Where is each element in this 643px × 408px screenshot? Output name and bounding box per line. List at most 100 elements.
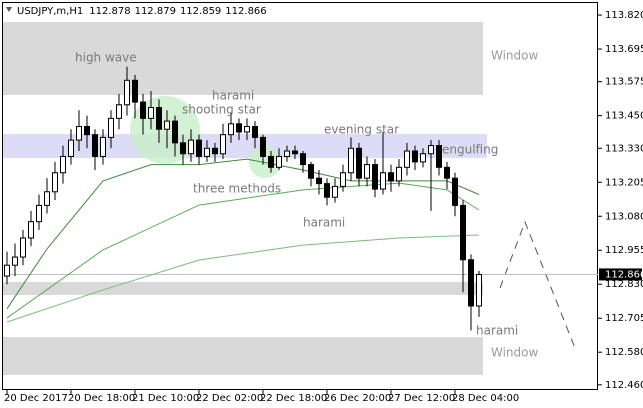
annotation: engulfing <box>442 143 498 157</box>
candle-body <box>268 155 274 168</box>
annotation: high wave <box>75 51 137 65</box>
candle-body <box>220 134 226 155</box>
candle-body <box>476 273 482 307</box>
candle-body <box>236 123 242 133</box>
header-icon <box>6 7 12 12</box>
x-tick-label: 22 Dec 02:00 <box>196 393 263 404</box>
annotation: three methods <box>193 182 281 196</box>
candle-body <box>244 126 250 133</box>
plot-frame <box>2 2 598 390</box>
moving-average <box>6 182 480 319</box>
header-value: 112.878 <box>89 6 130 17</box>
candle-body <box>204 147 210 157</box>
candle-body <box>308 164 314 179</box>
candle-body <box>444 166 450 179</box>
candle-body <box>356 147 362 179</box>
pattern-highlight <box>249 146 281 178</box>
candle-body <box>68 139 74 157</box>
candle-body <box>460 204 466 261</box>
window-zone <box>3 337 483 375</box>
candle-body <box>180 142 186 155</box>
candle-body <box>468 259 474 307</box>
moving-average <box>6 234 480 323</box>
annotation: harami <box>476 324 518 338</box>
annotation: harami <box>303 216 345 230</box>
candle-body <box>92 134 98 157</box>
candle-body <box>276 155 282 168</box>
candle-body <box>292 150 298 155</box>
window-zone <box>3 282 483 295</box>
x-tick-label: 27 Dec 12:00 <box>388 393 455 404</box>
candle-body <box>188 139 194 155</box>
candle-body <box>156 106 162 130</box>
y-tick-label: 113.820 <box>605 10 643 21</box>
candle-body <box>12 256 18 266</box>
candle-body <box>252 126 258 138</box>
current-price-label: 112.866 <box>605 269 643 280</box>
y-tick-label: 112.830 <box>605 279 643 290</box>
candle-body <box>452 177 458 206</box>
candle-body <box>212 147 218 155</box>
y-tick-label: 113.575 <box>605 77 643 88</box>
x-tick-label: 21 Dec 10:00 <box>132 393 199 404</box>
candle-body <box>124 79 130 106</box>
header-value: 112.879 <box>135 6 176 17</box>
candle-body <box>4 264 10 277</box>
candle-body <box>28 221 34 239</box>
annotation: harami <box>212 89 254 103</box>
x-tick-label: 26 Dec 20:00 <box>324 393 391 404</box>
current-price-box <box>599 268 642 281</box>
candle-body <box>20 237 26 258</box>
annotation: evening star <box>324 123 399 137</box>
candle-body <box>348 147 354 174</box>
candle-body <box>172 120 178 144</box>
y-tick-label: 112.580 <box>605 347 643 358</box>
candle-body <box>108 117 114 138</box>
candle-body <box>428 145 434 155</box>
x-tick-label: 22 Dec 18:00 <box>260 393 327 404</box>
header-value: 112.866 <box>225 6 266 17</box>
candle-body <box>164 120 170 130</box>
header-value: 112.859 <box>180 6 221 17</box>
candle-body <box>372 164 378 190</box>
candle-body <box>412 150 418 163</box>
y-tick-label: 113.080 <box>605 211 643 222</box>
y-tick-label: 113.695 <box>605 44 643 55</box>
candle-body <box>84 126 90 136</box>
x-tick-label: 20 Dec 2017 <box>4 393 68 404</box>
moving-average <box>6 158 480 309</box>
candle-body <box>228 123 234 136</box>
candle-body <box>260 136 266 157</box>
candle-body <box>404 150 410 168</box>
window-zone <box>3 22 483 95</box>
header: USDJPY,m,H1 112.878 112.879 112.859 112.866 <box>17 6 267 17</box>
candle-body <box>140 101 146 119</box>
candle-body <box>420 153 426 163</box>
candle-body <box>116 104 122 119</box>
annotation: Window <box>491 49 539 63</box>
candle-body <box>148 106 154 119</box>
candle-body <box>300 153 306 166</box>
annotation: Window <box>491 346 539 360</box>
candle-body <box>100 136 106 157</box>
y-tick-label: 112.955 <box>605 245 643 256</box>
candle-body <box>316 177 322 185</box>
x-tick-label: 28 Dec 04:00 <box>452 393 519 404</box>
y-tick-label: 112.460 <box>605 380 643 391</box>
candle-body <box>436 145 442 168</box>
y-tick-label: 113.330 <box>605 143 643 154</box>
x-tick-label: 20 Dec 18:00 <box>68 393 135 404</box>
plot-layer <box>3 66 598 331</box>
annotation: shooting star <box>182 103 261 117</box>
y-tick-label: 113.205 <box>605 177 643 188</box>
candle-body <box>52 172 58 193</box>
y-tick-label: 113.450 <box>605 111 643 122</box>
candle-body <box>76 126 82 141</box>
candle-body <box>44 191 50 206</box>
candle-body <box>60 155 66 174</box>
candle-body <box>196 139 202 157</box>
symbol: USDJPY,m,H1 <box>17 6 83 17</box>
candle-body <box>284 150 290 157</box>
candle-body <box>396 166 402 182</box>
candle-body <box>388 172 394 182</box>
